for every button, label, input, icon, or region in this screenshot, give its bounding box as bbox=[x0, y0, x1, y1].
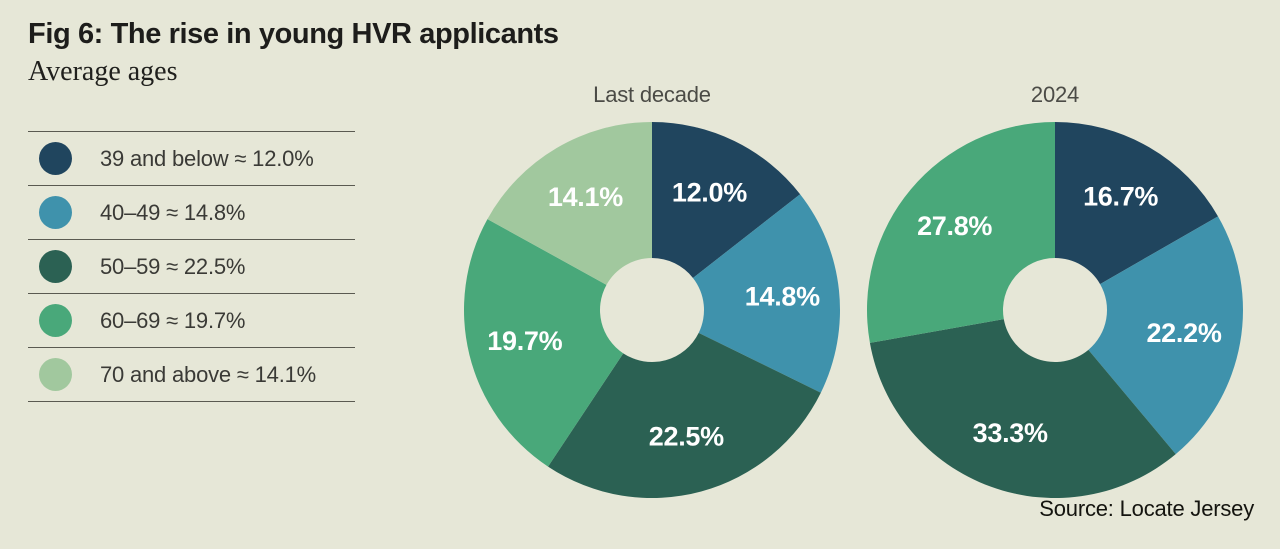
figure-subtitle: Average ages bbox=[28, 56, 178, 87]
legend-swatch-icon bbox=[39, 358, 72, 391]
donut-svg: 16.7% 22.2% 33.3% 27.8% bbox=[866, 122, 1243, 498]
legend-label: 40–49 ≈ 14.8% bbox=[100, 199, 246, 225]
chart-title-2024: 2024 bbox=[1030, 82, 1080, 107]
legend: 39 and below ≈ 12.0% 40–49 ≈ 14.8% 50–59 ≈… bbox=[28, 131, 355, 402]
pie-label: 27.8% bbox=[917, 211, 992, 241]
legend-item-1: 40–49 ≈ 14.8% bbox=[28, 185, 355, 239]
legend-item-4: 70 and above ≈ 14.1% bbox=[28, 347, 355, 401]
legend-item-3: 60–69 ≈ 19.7% bbox=[28, 293, 355, 347]
legend-label: 70 and above ≈ 14.1% bbox=[100, 361, 317, 387]
pie-segment-50-59 bbox=[548, 332, 821, 499]
source-credit: Source: Locate Jersey bbox=[1039, 496, 1254, 521]
pie-segment-50-59 bbox=[869, 319, 1176, 498]
legend-swatch-icon bbox=[39, 304, 72, 337]
pie-label: 22.5% bbox=[649, 421, 724, 451]
figure-header: Fig 6: The rise in young HVR applicants … bbox=[28, 18, 559, 88]
pie-label: 12.0% bbox=[672, 177, 747, 207]
donut-chart-2024: 16.7% 22.2% 33.3% 27.8% bbox=[860, 115, 1250, 505]
pie-segment-70-and-above bbox=[487, 122, 652, 285]
pie-segment-40-49 bbox=[1088, 216, 1243, 455]
pie-segment-60-69 bbox=[866, 122, 1055, 343]
pie-segment-39-and-below bbox=[1055, 122, 1219, 285]
pie-segment-40-49 bbox=[692, 194, 841, 393]
pie-segment-60-69 bbox=[463, 219, 624, 467]
donut-chart-last-decade: 12.0% 14.8% 22.5% 19.7% 14.1% bbox=[457, 115, 847, 505]
legend-label: 60–69 ≈ 19.7% bbox=[100, 307, 246, 333]
pie-label: 33.3% bbox=[973, 418, 1048, 448]
pie-label: 16.7% bbox=[1083, 182, 1158, 212]
legend-label: 50–59 ≈ 22.5% bbox=[100, 253, 246, 279]
legend-label: 39 and below ≈ 12.0% bbox=[100, 145, 314, 171]
legend-swatch-icon bbox=[39, 250, 72, 283]
legend-swatch-icon bbox=[39, 142, 72, 175]
chart-title-last-decade: Last decade bbox=[593, 82, 711, 107]
figure-title: Fig 6: The rise in young HVR applicants bbox=[28, 18, 559, 50]
pie-segment-39-and-below bbox=[652, 122, 801, 278]
legend-item-0: 39 and below ≈ 12.0% bbox=[28, 131, 355, 185]
pie-label: 22.2% bbox=[1146, 318, 1221, 348]
pie-label: 14.8% bbox=[745, 281, 820, 311]
legend-swatch-icon bbox=[39, 196, 72, 229]
donut-svg: 12.0% 14.8% 22.5% 19.7% 14.1% bbox=[463, 122, 841, 499]
pie-label: 19.7% bbox=[487, 326, 562, 356]
pie-label: 14.1% bbox=[548, 182, 623, 212]
legend-item-2: 50–59 ≈ 22.5% bbox=[28, 239, 355, 293]
